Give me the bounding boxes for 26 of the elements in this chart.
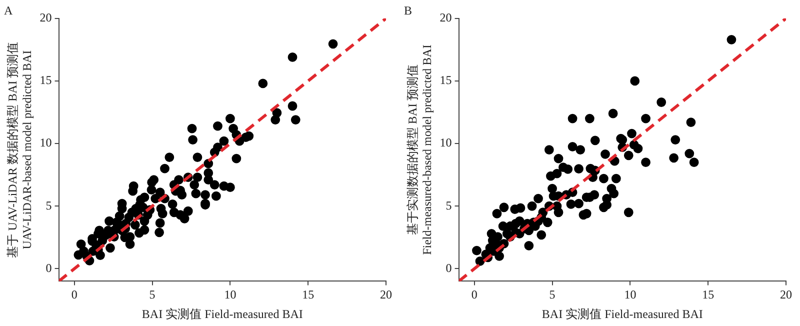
y-tick-label: 20 bbox=[440, 10, 452, 25]
x-tick-label: 5 bbox=[149, 288, 156, 302]
y-tick-label: 0 bbox=[46, 260, 52, 275]
x-tick-label: 20 bbox=[780, 288, 792, 302]
x-axis-title: BAI 实测值 Field-measured BAI bbox=[142, 306, 303, 321]
y-tick-label: 15 bbox=[440, 73, 452, 88]
x-tick-label: 0 bbox=[71, 288, 78, 302]
y-tick-label: 20 bbox=[40, 10, 52, 25]
y-tick-label: 5 bbox=[446, 198, 452, 212]
y-tick-label: 0 bbox=[446, 260, 452, 275]
x-axis-title: BAI 实测值 Field-measured BAI bbox=[542, 306, 703, 321]
y-axis-title: 基于实测数据的模型 BAI 预测值 Field-measured-based model predicted BAI bbox=[405, 44, 434, 255]
x-tick-label: 15 bbox=[302, 288, 314, 302]
x-tick-label: 5 bbox=[549, 288, 556, 302]
y-tick-label: 10 bbox=[440, 136, 452, 150]
x-tick-label: 10 bbox=[224, 288, 236, 302]
y-tick-label: 15 bbox=[40, 73, 52, 88]
y-axis-title: 基于 UAV-LiDAR 数据的模型 BAI 预测值 UAV-LiDAR-based model predicted BAI bbox=[5, 42, 34, 258]
x-tick-label: 0 bbox=[471, 288, 478, 302]
chart-title: B bbox=[404, 3, 412, 18]
y-tick-label: 10 bbox=[40, 136, 52, 150]
x-tick-label: 10 bbox=[624, 288, 636, 302]
chart-title: A bbox=[4, 3, 13, 18]
x-tick-label: 15 bbox=[702, 288, 714, 302]
x-tick-label: 20 bbox=[380, 288, 392, 302]
y-tick-label: 5 bbox=[46, 198, 52, 212]
